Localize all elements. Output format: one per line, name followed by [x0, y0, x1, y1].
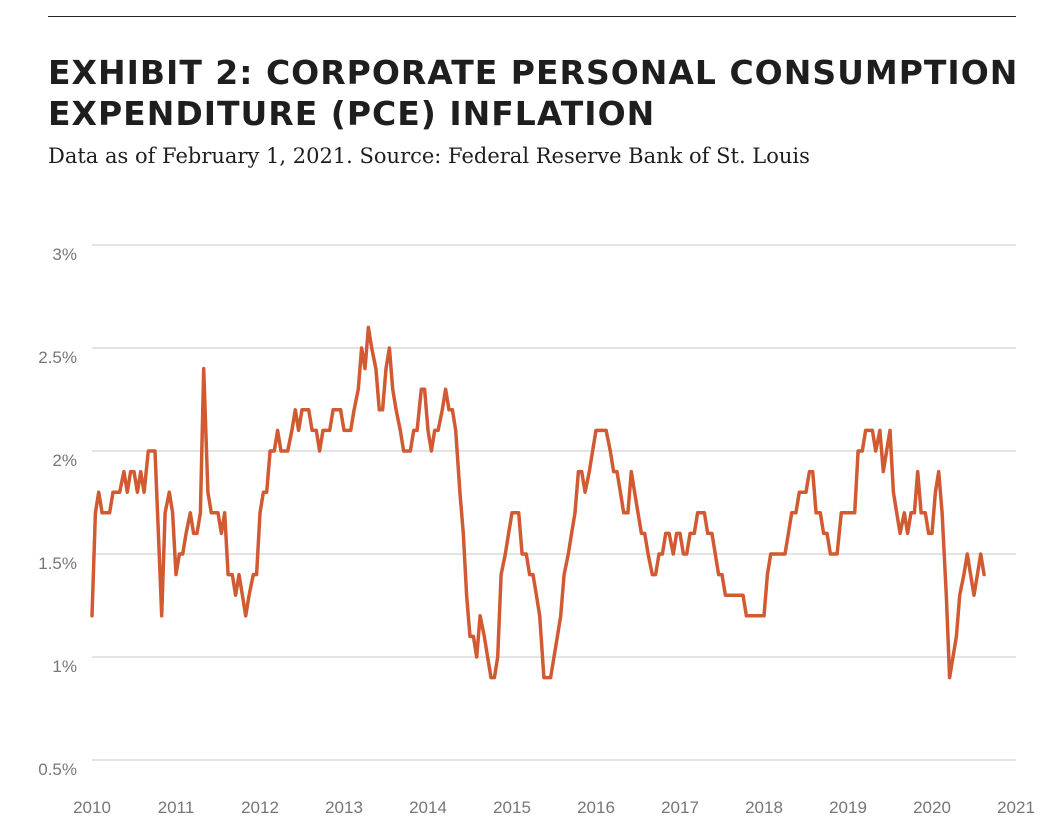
chart-title: EXHIBIT 2: CORPORATE PERSONAL CONSUMPTIO…	[48, 53, 1019, 133]
x-tick-label: 2018	[745, 798, 783, 817]
x-tick-label: 2015	[493, 798, 531, 817]
x-tick-label: 2013	[325, 798, 363, 817]
x-tick-label: 2012	[241, 798, 279, 817]
y-axis-ticks: 0.5% 1% 1.5% 2% 2.5% 3%	[38, 245, 77, 779]
y-tick-label: 2%	[52, 451, 77, 470]
chart-subtitle: Data as of February 1, 2021. Source: Fed…	[48, 144, 810, 168]
x-tick-label: 2011	[158, 798, 195, 817]
grid-lines	[92, 244, 1016, 761]
x-tick-label: 2017	[661, 798, 699, 817]
pce-inflation-line	[90, 325, 986, 680]
y-tick-label: 0.5%	[38, 760, 77, 779]
x-tick-label: 2016	[577, 798, 615, 817]
y-tick-label: 3%	[52, 245, 77, 264]
x-tick-label: 2019	[829, 798, 867, 817]
x-tick-label: 2020	[913, 798, 951, 817]
y-tick-label: 1%	[52, 657, 77, 676]
top-rule	[48, 16, 1016, 17]
x-tick-label: 2010	[73, 798, 111, 817]
x-tick-label: 2021	[997, 798, 1035, 817]
y-tick-label: 1.5%	[38, 554, 77, 573]
y-tick-label: 2.5%	[38, 348, 77, 367]
x-tick-label: 2014	[409, 798, 447, 817]
x-axis-ticks: 2010 2011 2012 2013 2014 2015 2016 2017 2018 2019…	[73, 798, 1035, 817]
